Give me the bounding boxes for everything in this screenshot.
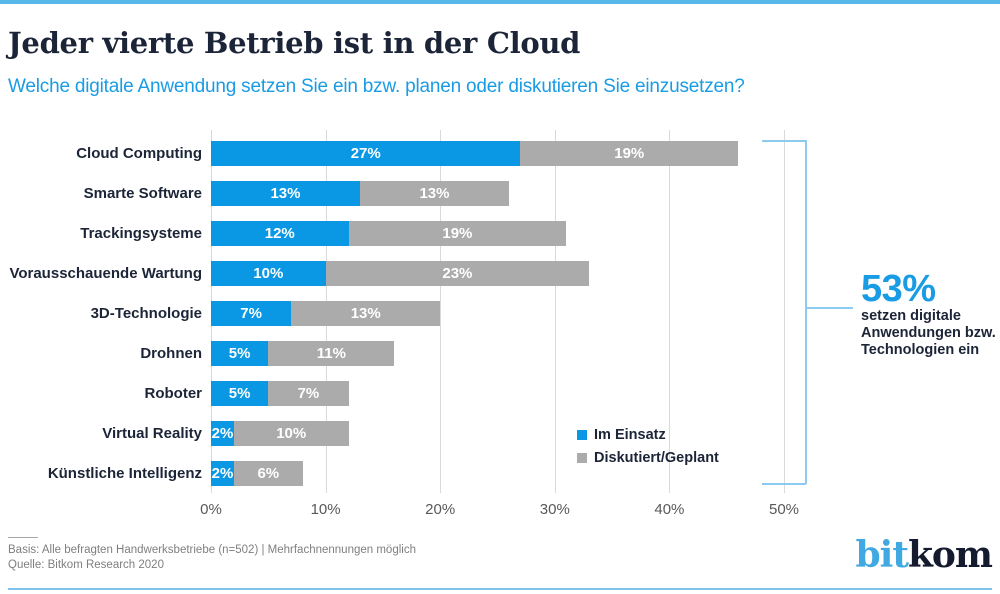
legend-item: Im Einsatz bbox=[577, 423, 719, 446]
bar-segment-im-einsatz: 7% bbox=[211, 301, 292, 326]
bar-segment-im-einsatz: 13% bbox=[211, 181, 360, 206]
bar-value-label: 13% bbox=[270, 185, 301, 202]
x-axis-tick-label: 40% bbox=[654, 501, 685, 518]
bar-value-label: 5% bbox=[228, 345, 251, 362]
bar-value-label: 27% bbox=[350, 145, 381, 162]
bar-value-label: 10% bbox=[253, 265, 284, 282]
category-label: Vorausschauende Wartung bbox=[9, 265, 202, 282]
bar-segment-diskutiert-geplant: 13% bbox=[291, 301, 441, 326]
bracket-bottom-line bbox=[762, 483, 806, 485]
callout-text-line: setzen digitale bbox=[861, 308, 961, 324]
category-label: Drohnen bbox=[140, 345, 202, 362]
x-axis-tick-label: 20% bbox=[425, 501, 456, 518]
bar-value-label: 7% bbox=[297, 385, 320, 402]
logo-part-bit: bit bbox=[855, 534, 908, 576]
footer-source: Quelle: Bitkom Research 2020 bbox=[8, 559, 164, 571]
bar-segment-im-einsatz: 5% bbox=[211, 381, 269, 406]
bar-value-label: 23% bbox=[442, 265, 473, 282]
bar-value-label: 10% bbox=[276, 425, 307, 442]
callout-53-percent: 53% setzen digitale Anwendungen bzw. Techn… bbox=[861, 268, 996, 359]
x-axis-tick-label: 0% bbox=[200, 501, 222, 518]
bar-segment-diskutiert-geplant: 13% bbox=[359, 181, 509, 206]
footer-divider bbox=[8, 537, 38, 538]
x-axis-tick-label: 50% bbox=[768, 501, 800, 518]
category-label: Trackingsysteme bbox=[80, 225, 202, 242]
legend-label: Diskutiert/Geplant bbox=[594, 449, 719, 466]
bar-value-label: 6% bbox=[257, 465, 280, 482]
gridline bbox=[669, 130, 671, 493]
category-label: Roboter bbox=[144, 385, 203, 402]
bitkom-logo: bitkom bbox=[855, 534, 993, 576]
bar-segment-im-einsatz: 12% bbox=[211, 221, 349, 246]
bar-segment-diskutiert-geplant: 10% bbox=[233, 421, 349, 446]
bar-segment-diskutiert-geplant: 7% bbox=[268, 381, 349, 406]
legend-item: Diskutiert/Geplant bbox=[577, 446, 719, 469]
bar-segment-diskutiert-geplant: 23% bbox=[325, 261, 590, 286]
gridline bbox=[554, 130, 556, 493]
legend-label: Im Einsatz bbox=[594, 426, 666, 443]
bar-segment-diskutiert-geplant: 11% bbox=[268, 341, 395, 366]
x-axis-tick-label: 30% bbox=[539, 501, 570, 518]
category-label: Cloud Computing bbox=[76, 145, 202, 162]
bar-segment-im-einsatz: 5% bbox=[211, 341, 269, 366]
bracket-top-line bbox=[762, 140, 806, 142]
callout-text-line: Anwendungen bzw. bbox=[861, 325, 996, 341]
bar-value-label: 7% bbox=[240, 305, 262, 322]
legend-swatch-icon bbox=[577, 452, 587, 463]
page-title: Jeder vierte Betrieb ist in der Cloud bbox=[8, 26, 581, 60]
bar-value-label: 13% bbox=[419, 185, 450, 202]
bar-value-label: 19% bbox=[442, 225, 473, 242]
category-label: Künstliche Intelligenz bbox=[47, 465, 202, 482]
bar-value-label: 12% bbox=[264, 225, 295, 242]
bar-value-label: 2% bbox=[211, 465, 234, 482]
survey-question: Welche digitale Anwendung setzen Sie ein… bbox=[8, 76, 745, 97]
bar-value-label: 11% bbox=[316, 345, 346, 362]
bar-value-label: 19% bbox=[614, 145, 645, 162]
footer-basis: Basis: Alle befragten Handwerksbetriebe … bbox=[8, 544, 416, 556]
bar-value-label: 13% bbox=[350, 305, 381, 322]
callout-text: setzen digitale Anwendungen bzw. Technolog… bbox=[861, 308, 996, 359]
gridline bbox=[784, 130, 785, 493]
category-label: Smarte Software bbox=[83, 185, 202, 202]
bar-segment-im-einsatz: 10% bbox=[211, 261, 326, 286]
gridline bbox=[440, 130, 442, 493]
bar-segment-diskutiert-geplant: 6% bbox=[233, 461, 303, 486]
bracket-connector-line bbox=[805, 307, 853, 309]
bar-segment-diskutiert-geplant: 19% bbox=[520, 141, 739, 166]
bar-segment-im-einsatz: 27% bbox=[211, 141, 521, 166]
bottom-accent-line bbox=[8, 588, 992, 590]
logo-part-kom: kom bbox=[907, 534, 993, 576]
x-axis-tick-label: 10% bbox=[310, 501, 341, 518]
category-label: 3D-Technologie bbox=[90, 305, 202, 322]
bar-segment-im-einsatz: 2% bbox=[211, 461, 234, 486]
bar-value-label: 2% bbox=[211, 425, 234, 442]
callout-value: 53% bbox=[861, 268, 936, 310]
top-accent-line bbox=[0, 0, 1000, 4]
category-label: Virtual Reality bbox=[102, 425, 202, 442]
callout-text-line: Technologien ein bbox=[861, 342, 980, 358]
bar-segment-diskutiert-geplant: 19% bbox=[348, 221, 567, 246]
bracket-vertical-line bbox=[805, 140, 807, 484]
bar-segment-im-einsatz: 2% bbox=[211, 421, 234, 446]
legend-swatch-icon bbox=[577, 429, 587, 440]
legend: Im Einsatz Diskutiert/Geplant bbox=[577, 423, 719, 469]
bar-value-label: 5% bbox=[228, 385, 251, 402]
